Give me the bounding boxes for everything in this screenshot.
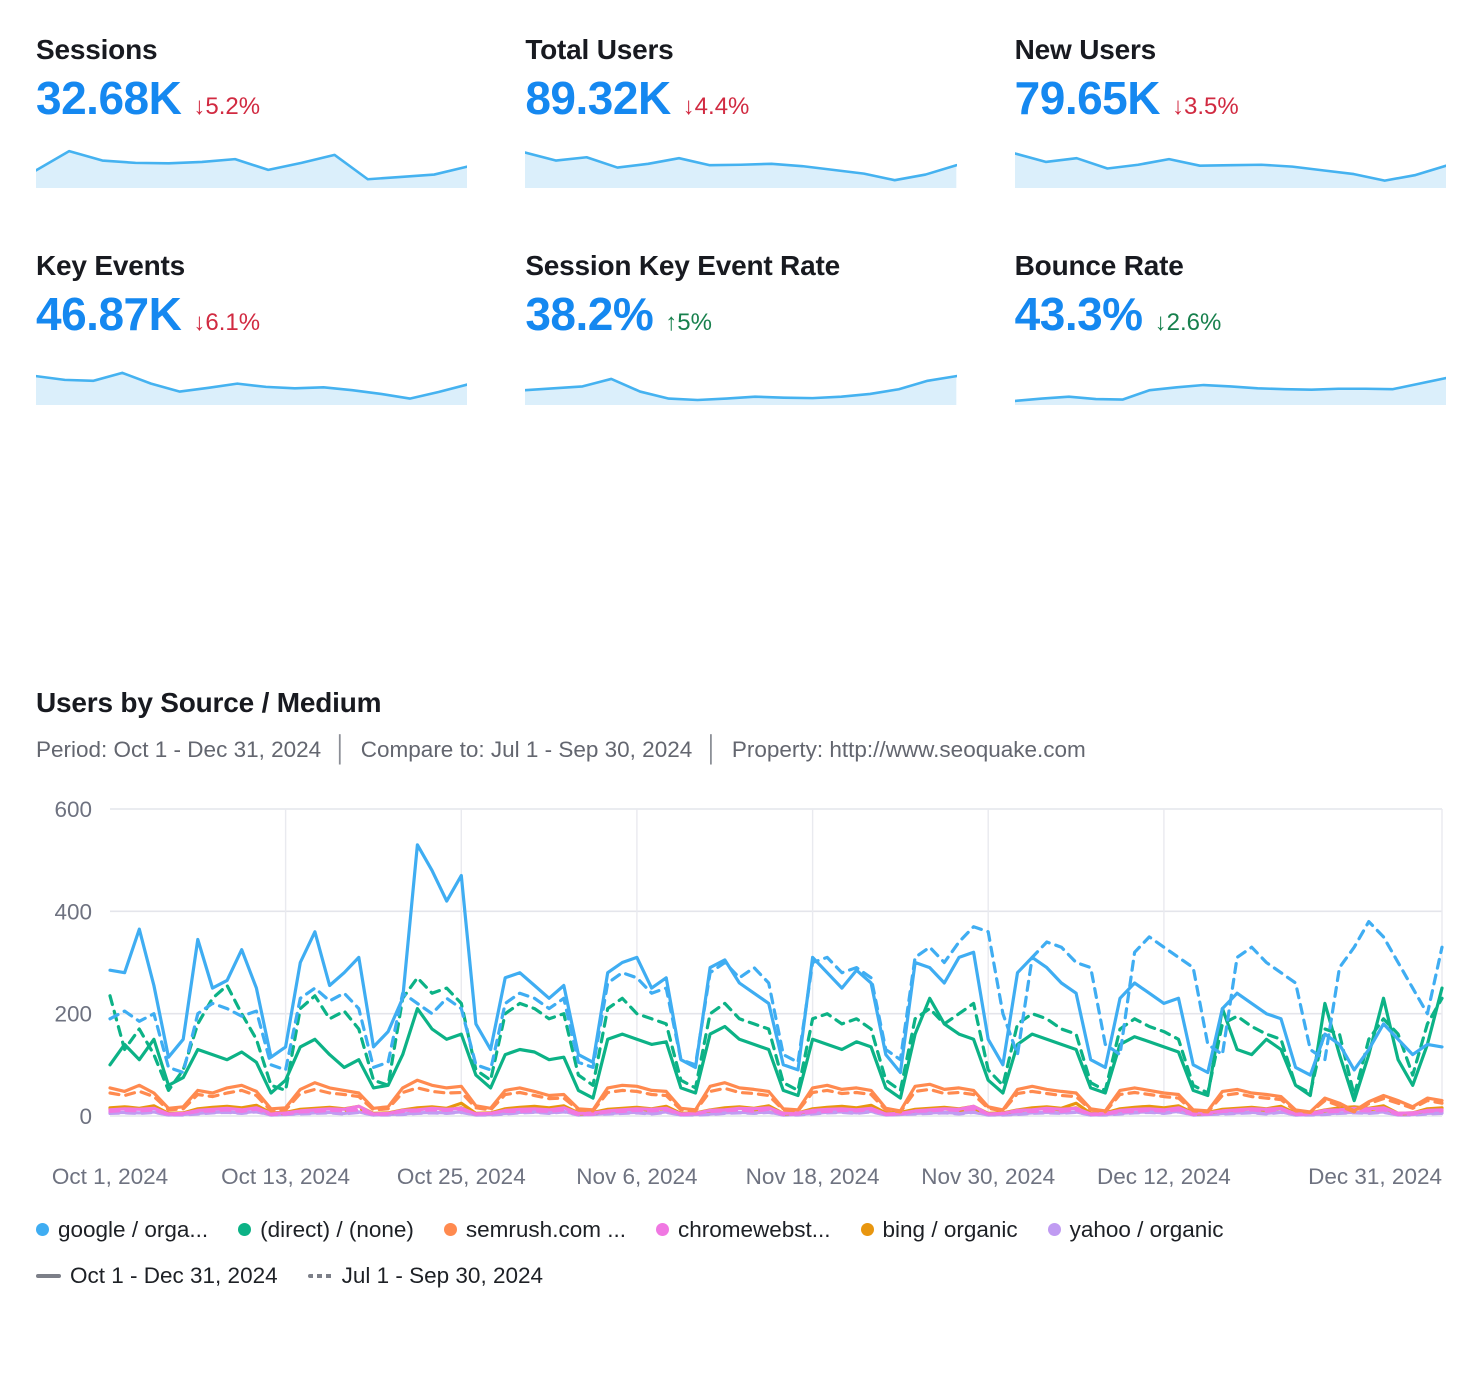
svg-text:600: 600 bbox=[54, 797, 92, 822]
series-color-dot bbox=[860, 1223, 874, 1237]
kpi-value: 46.87K bbox=[36, 288, 182, 341]
kpi-sparkline bbox=[1014, 353, 1446, 405]
kpi-card-sessions: Sessions 32.68K ↓5.2% bbox=[36, 34, 468, 189]
users-by-source-medium-chart[interactable]: 0 200 400 600 Oct 1, 2024 Oct 13, 2024 Oct 25,… bbox=[36, 784, 1446, 1209]
kpi-card-bounce-rate: Bounce Rate 43.3% ↓2.6% bbox=[1014, 250, 1446, 405]
svg-text:Dec 12, 2024: Dec 12, 2024 bbox=[1097, 1164, 1231, 1189]
svg-text:Nov 6, 2024: Nov 6, 2024 bbox=[576, 1164, 697, 1189]
separator: │ bbox=[333, 734, 349, 763]
legend-item-yahoo-organic[interactable]: yahoo / organic bbox=[1047, 1216, 1224, 1243]
period-label: Period: Oct 1 - Dec 31, 2024 bbox=[36, 736, 322, 762]
kpi-delta-value: 5% bbox=[677, 309, 712, 337]
delta-up-arrow-icon: ↑ bbox=[665, 309, 678, 337]
legend-label: (direct) / (none) bbox=[260, 1216, 414, 1242]
kpi-delta-value: 5.2% bbox=[205, 93, 261, 120]
svg-text:Oct 13, 2024: Oct 13, 2024 bbox=[221, 1164, 350, 1189]
solid-line-swatch bbox=[36, 1273, 61, 1278]
legend-label: google / orga... bbox=[58, 1216, 209, 1242]
kpi-value-row: 38.2% ↑5% bbox=[525, 288, 956, 341]
kpi-value-row: 46.87K ↓6.1% bbox=[36, 288, 467, 341]
kpi-value: 89.32K bbox=[525, 72, 671, 124]
kpi-card-key-events: Key Events 46.87K ↓6.1% bbox=[36, 250, 468, 405]
svg-text:Nov 18, 2024: Nov 18, 2024 bbox=[746, 1164, 880, 1189]
kpi-card-new-users: New Users 79.65K ↓3.5% bbox=[1014, 34, 1446, 189]
kpi-card-session-key-event-rate: Session Key Event Rate 38.2% ↑5% bbox=[525, 250, 957, 405]
kpi-value-row: 32.68K ↓5.2% bbox=[36, 72, 467, 124]
kpi-value: 32.68K bbox=[36, 72, 182, 124]
legend-label: bing / organic bbox=[882, 1216, 1018, 1242]
kpi-card-total-users: Total Users 89.32K ↓4.4% bbox=[525, 34, 957, 189]
kpi-title: Bounce Rate bbox=[1014, 250, 1184, 282]
svg-text:400: 400 bbox=[54, 899, 92, 924]
kpi-value: 79.65K bbox=[1014, 72, 1161, 124]
legend-item-current-period[interactable]: Oct 1 - Dec 31, 2024 bbox=[36, 1263, 278, 1289]
kpi-delta: ↑5% bbox=[665, 309, 712, 337]
kpi-sparkline bbox=[525, 136, 957, 189]
series-color-dot bbox=[443, 1223, 457, 1237]
kpi-delta: ↓5.2% bbox=[193, 93, 260, 121]
kpi-value: 38.2% bbox=[525, 288, 654, 341]
kpi-delta: ↓6.1% bbox=[193, 309, 260, 337]
kpi-delta-value: 3.5% bbox=[1184, 93, 1239, 120]
svg-text:Oct 1, 2024: Oct 1, 2024 bbox=[52, 1164, 168, 1189]
kpi-delta-value: 4.4% bbox=[694, 93, 750, 120]
period-legend: Oct 1 - Dec 31, 2024 Jul 1 - Sep 30, 202… bbox=[36, 1263, 1446, 1289]
kpi-delta: ↓3.5% bbox=[1172, 93, 1239, 121]
property-label: Property: http://www.seoquake.com bbox=[731, 736, 1086, 762]
kpi-delta: ↓4.4% bbox=[683, 93, 750, 121]
series-color-dot bbox=[36, 1223, 49, 1237]
legend-label: Jul 1 - Sep 30, 2024 bbox=[341, 1262, 543, 1288]
compare-label: Compare to: Jul 1 - Sep 30, 2024 bbox=[360, 736, 693, 762]
legend-label: semrush.com ... bbox=[465, 1216, 626, 1242]
svg-text:0: 0 bbox=[79, 1104, 92, 1129]
legend-item-direct-none[interactable]: (direct) / (none) bbox=[238, 1217, 414, 1243]
svg-text:Dec 31, 2024: Dec 31, 2024 bbox=[1308, 1164, 1442, 1189]
delta-down-arrow-icon: ↓ bbox=[193, 309, 206, 337]
legend-label: Oct 1 - Dec 31, 2024 bbox=[70, 1262, 278, 1288]
legend-label: chromewebst... bbox=[677, 1216, 831, 1242]
kpi-sparkline bbox=[525, 353, 957, 405]
kpi-value-row: 43.3% ↓2.6% bbox=[1014, 288, 1446, 341]
svg-text:Nov 30, 2024: Nov 30, 2024 bbox=[921, 1164, 1055, 1189]
kpi-title: Key Events bbox=[36, 250, 185, 282]
kpi-title: Session Key Event Rate bbox=[525, 250, 840, 282]
kpi-delta: ↓2.6% bbox=[1155, 309, 1222, 337]
legend-item-bing-organic[interactable]: bing / organic bbox=[860, 1216, 1018, 1243]
series-color-dot bbox=[655, 1223, 669, 1237]
svg-text:Oct 25, 2024: Oct 25, 2024 bbox=[397, 1164, 526, 1189]
legend-item-semrush-referral[interactable]: semrush.com ... bbox=[443, 1216, 626, 1243]
kpi-sparkline bbox=[36, 136, 468, 189]
dashed-line-swatch bbox=[307, 1273, 333, 1278]
kpi-value-row: 79.65K ↓3.5% bbox=[1014, 72, 1446, 124]
analytics-dashboard: Sessions 32.68K ↓5.2% Total Users 89.32K… bbox=[36, 34, 1446, 1289]
series-color-dot bbox=[238, 1223, 252, 1237]
kpi-grid: Sessions 32.68K ↓5.2% Total Users 89.32K… bbox=[36, 34, 1446, 405]
kpi-title: New Users bbox=[1014, 34, 1157, 65]
kpi-title: Sessions bbox=[36, 34, 158, 65]
kpi-delta-value: 2.6% bbox=[1166, 309, 1222, 337]
legend-item-chromewebstore[interactable]: chromewebst... bbox=[655, 1216, 831, 1243]
kpi-delta-value: 6.1% bbox=[205, 309, 261, 337]
legend-item-google-organic[interactable]: google / orga... bbox=[36, 1217, 208, 1243]
kpi-title: Total Users bbox=[525, 34, 674, 65]
legend-item-previous-period[interactable]: Jul 1 - Sep 30, 2024 bbox=[307, 1262, 543, 1289]
kpi-sparkline bbox=[36, 353, 468, 405]
series-legend: google / orga... (direct) / (none) semru… bbox=[36, 1217, 1446, 1243]
page-title: Users by Source / Medium bbox=[36, 686, 382, 718]
separator: │ bbox=[704, 734, 720, 763]
users-by-source-section: Users by Source / Medium Period: Oct 1 -… bbox=[36, 687, 1446, 1289]
kpi-value: 43.3% bbox=[1014, 288, 1143, 341]
delta-down-arrow-icon: ↓ bbox=[1154, 309, 1167, 337]
legend-label: yahoo / organic bbox=[1069, 1216, 1224, 1242]
delta-down-arrow-icon: ↓ bbox=[682, 93, 695, 120]
series-color-dot bbox=[1047, 1223, 1061, 1237]
kpi-sparkline bbox=[1014, 136, 1446, 189]
delta-down-arrow-icon: ↓ bbox=[193, 93, 206, 120]
delta-down-arrow-icon: ↓ bbox=[1172, 93, 1184, 120]
kpi-value-row: 89.32K ↓4.4% bbox=[525, 72, 956, 124]
svg-text:200: 200 bbox=[54, 1001, 92, 1026]
chart-subtitle: Period: Oct 1 - Dec 31, 2024 │ Compare to:… bbox=[36, 735, 1446, 764]
